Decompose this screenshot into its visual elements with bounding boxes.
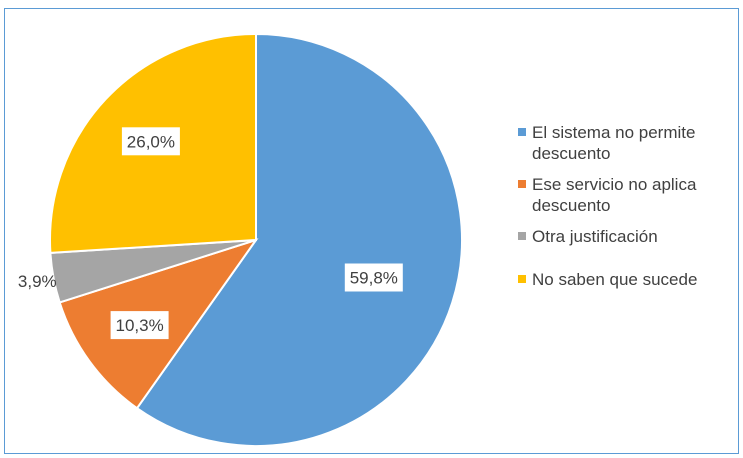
data-label-sistema: 59,8% xyxy=(344,263,403,292)
data-label-servicio: 10,3% xyxy=(110,311,169,340)
legend-item-sistema: El sistema no permite descuento xyxy=(516,122,738,164)
legend-item-servicio: Ese servicio no aplica descuento xyxy=(516,174,738,216)
data-label-text: 26,0% xyxy=(127,132,175,151)
legend-label: El sistema no permite descuento xyxy=(532,123,696,163)
legend-item-otra: Otra justificación xyxy=(516,226,738,247)
pie-slices xyxy=(49,32,463,447)
data-label-text: 59,8% xyxy=(350,269,398,288)
legend-item-no-saben: No saben que sucede xyxy=(516,269,738,290)
data-label-box xyxy=(121,127,180,156)
legend-label: No saben que sucede xyxy=(532,270,698,289)
legend-swatch xyxy=(518,232,526,240)
legend-swatch xyxy=(518,180,526,188)
legend-swatch xyxy=(518,128,526,136)
legend-label: Ese servicio no aplica descuento xyxy=(532,175,697,215)
data-label-otra: 3,9% xyxy=(18,272,57,291)
pie-slice-sistema xyxy=(135,32,463,447)
data-label-no-saben: 26,0% xyxy=(121,127,180,156)
data-label-box xyxy=(110,311,169,340)
pie-data-labels: 59,8% 10,3% 3,9% 26,0% xyxy=(18,127,403,340)
data-label-text: 10,3% xyxy=(115,316,163,335)
legend-label: Otra justificación xyxy=(532,227,658,246)
data-label-text: 3,9% xyxy=(18,272,57,291)
data-label-box xyxy=(344,263,403,292)
legend-swatch xyxy=(518,275,526,283)
legend: El sistema no permite descuento Ese serv… xyxy=(516,122,738,290)
